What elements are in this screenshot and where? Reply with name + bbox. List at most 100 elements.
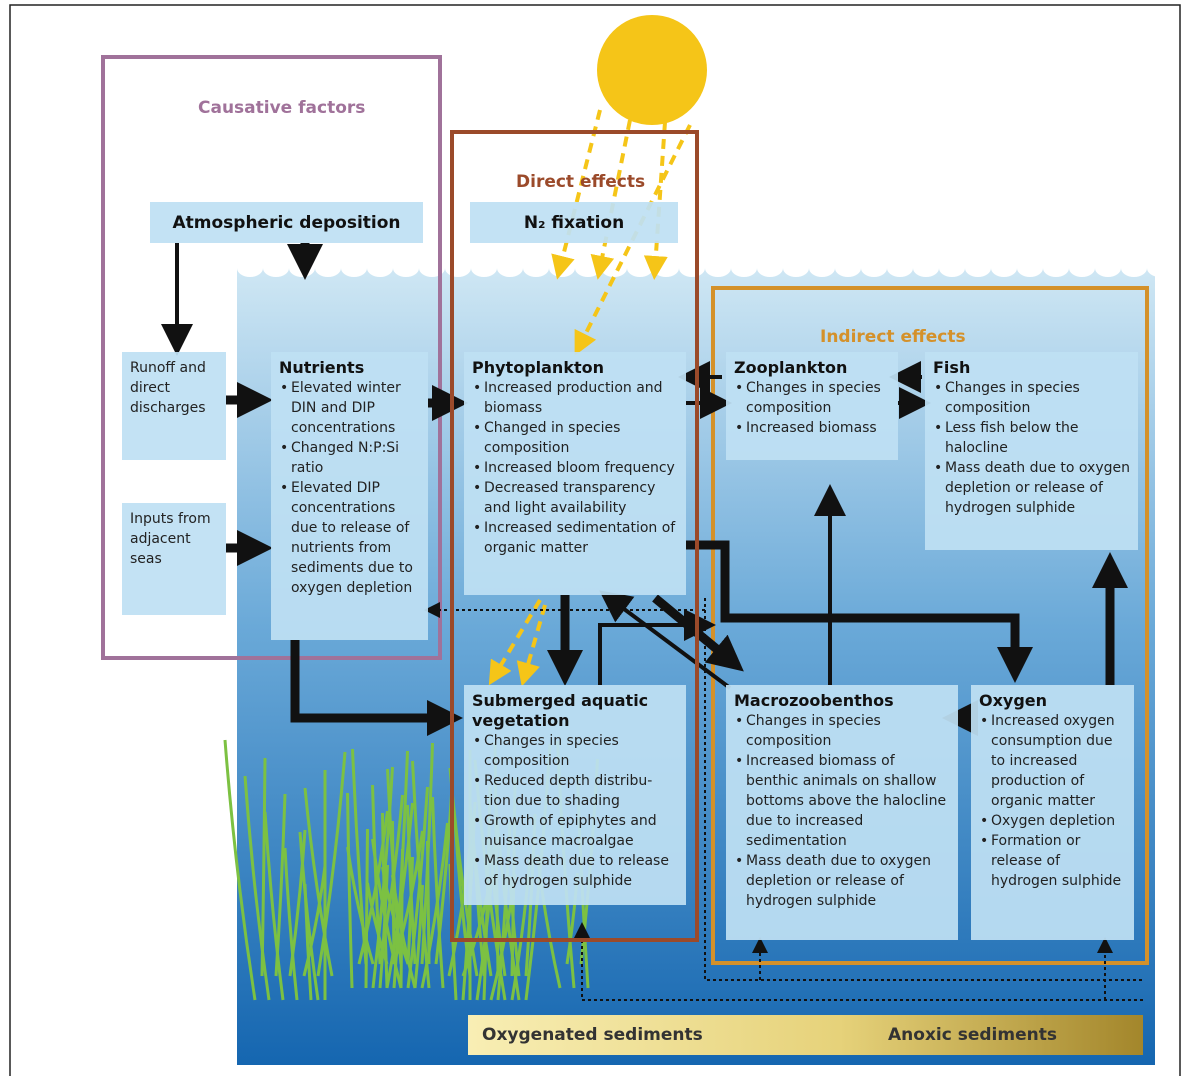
wave xyxy=(835,268,861,277)
wave xyxy=(1069,268,1095,277)
wave xyxy=(1147,268,1173,277)
sediments-bar: Oxygenated sediments Anoxic sediments xyxy=(468,1015,1143,1055)
box-zooplankton: ZooplanktonChanges in species compositio… xyxy=(726,352,898,460)
box-nutrients: NutrientsElevated winter DIN and DIP con… xyxy=(271,352,428,640)
box-inputs: Inputs from adjacent seas xyxy=(122,503,226,615)
wave xyxy=(939,268,965,277)
wave xyxy=(705,268,731,277)
wave xyxy=(1095,268,1121,277)
grass-blade xyxy=(243,775,271,1001)
bullet-list: Changes in species compositionReduced de… xyxy=(472,731,678,891)
grass-blade xyxy=(371,784,382,965)
grass-blade xyxy=(364,828,369,989)
bullet: Increased biomass of benthic animals on … xyxy=(735,751,950,851)
section-label: Direct effects xyxy=(516,172,646,192)
wave xyxy=(237,268,263,277)
box-vegetation: Submerged aquatic vegetationChanges in s… xyxy=(464,685,686,905)
box-atmospheric: Atmospheric deposition xyxy=(150,202,423,243)
wave xyxy=(263,268,289,277)
bullet: Mass death due to oxygen depletion or re… xyxy=(934,458,1130,518)
wave xyxy=(913,268,939,277)
wave xyxy=(393,268,419,277)
bullet: Less fish below the halocline xyxy=(934,418,1130,458)
bullet: Changes in species composition xyxy=(735,711,950,751)
bullet: Changes in species composition xyxy=(473,731,678,771)
wave xyxy=(861,268,887,277)
grass-blade xyxy=(263,811,285,1001)
grass-blade xyxy=(283,847,299,1001)
bullet-list: Changes in species compositionIncreased … xyxy=(734,711,950,911)
wave xyxy=(783,268,809,277)
grass-blade xyxy=(302,865,327,977)
box-title: Zooplankton xyxy=(734,358,848,377)
frame xyxy=(9,4,1181,1076)
box-title: Runoff and direct discharges xyxy=(130,360,206,416)
sediment-label: Anoxic sediments xyxy=(888,1025,1057,1045)
bullet: Formation or release of hydrogen sulphid… xyxy=(980,831,1126,891)
bullet: Increased bloom frequency xyxy=(473,458,678,478)
bullet: Mass death due to release of hydrogen su… xyxy=(473,851,678,891)
bullet: Increased sedimentation of organic matte… xyxy=(473,518,678,558)
bullet: Increased production and biomass xyxy=(473,378,678,418)
box-phytoplankton: PhytoplanktonIncreased production and bi… xyxy=(464,352,686,595)
bullet: Growth of epiphytes and nuisance macroal… xyxy=(473,811,678,851)
sun xyxy=(597,15,707,125)
wave xyxy=(965,268,991,277)
bullet: Changes in species composition xyxy=(735,378,890,418)
bullet: Reduced depth distribu-tion due to shadi… xyxy=(473,771,678,811)
grass-blade xyxy=(381,812,389,989)
bullet: Oxygen depletion xyxy=(980,811,1126,831)
box-macrozoobenthos: MacrozoobenthosChanges in species compos… xyxy=(726,685,958,940)
sediment-label: Oxygenated sediments xyxy=(482,1025,703,1045)
bullet-list: Elevated winter DIN and DIP concentratio… xyxy=(279,378,420,598)
wave xyxy=(367,268,393,277)
box-fish: FishChanges in species compositionLess f… xyxy=(925,352,1138,550)
box-title: Phytoplankton xyxy=(472,358,604,377)
grass-blade xyxy=(346,792,354,989)
wave xyxy=(1043,268,1069,277)
section-label: Indirect effects xyxy=(820,327,966,347)
bullet-list: Increased production and biomassChanged … xyxy=(472,378,678,558)
bullet: Elevated DIP concentrations due to relea… xyxy=(280,478,420,598)
wave xyxy=(887,268,913,277)
box-title: Atmospheric deposition xyxy=(172,212,401,233)
bullet-list: Changes in species compositionIncreased … xyxy=(734,378,890,438)
wave xyxy=(731,268,757,277)
grass-blade xyxy=(223,739,257,1001)
box-n2: N₂ fixation xyxy=(470,202,678,243)
causative-frame xyxy=(101,55,442,660)
wave xyxy=(757,268,783,277)
grass-blade xyxy=(413,884,424,989)
bullet: Mass death due to oxygen depletion or re… xyxy=(735,851,950,911)
section-label: Causative factors xyxy=(198,98,366,118)
box-title: Submerged aquatic vegetation xyxy=(472,691,649,730)
bullet: Decreased transparency and light availab… xyxy=(473,478,678,518)
grass-blade xyxy=(303,787,334,977)
grass-blade xyxy=(431,796,445,989)
box-title: Nutrients xyxy=(279,358,365,377)
wave xyxy=(1121,268,1147,277)
bullet: Increased oxygen consumption due to incr… xyxy=(980,711,1126,811)
wave xyxy=(1017,268,1043,277)
box-title: Fish xyxy=(933,358,971,377)
box-title: Inputs from adjacent seas xyxy=(130,511,211,567)
grass-blade xyxy=(406,804,417,965)
wave xyxy=(809,268,835,277)
bullet-list: Changes in species compositionLess fish … xyxy=(933,378,1130,518)
grass-blade xyxy=(346,846,375,965)
grass-blade xyxy=(316,751,347,977)
wave xyxy=(341,268,367,277)
bullet-list: Increased oxygen consumption due to incr… xyxy=(979,711,1126,891)
box-oxygen: OxygenIncreased oxygen consumption due t… xyxy=(971,685,1134,940)
grass-blade xyxy=(298,831,320,1001)
grass-blade xyxy=(426,840,431,965)
bullet: Elevated winter DIN and DIP concentratio… xyxy=(280,378,420,438)
box-title: Macrozoobenthos xyxy=(734,691,894,710)
grass-blade xyxy=(399,848,404,989)
wave xyxy=(991,268,1017,277)
bullet: Increased biomass xyxy=(735,418,890,438)
bullet: Changes in species composition xyxy=(934,378,1130,418)
grass-blade xyxy=(381,866,410,965)
box-title: N₂ fixation xyxy=(523,212,625,233)
box-title: Oxygen xyxy=(979,691,1048,710)
